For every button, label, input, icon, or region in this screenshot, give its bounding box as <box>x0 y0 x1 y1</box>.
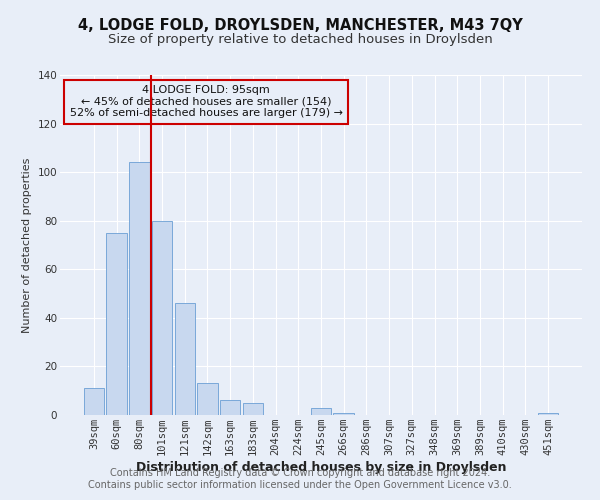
Bar <box>220 400 241 415</box>
Bar <box>175 304 195 415</box>
Bar <box>106 233 127 415</box>
Text: Contains HM Land Registry data © Crown copyright and database right 2024.
Contai: Contains HM Land Registry data © Crown c… <box>88 468 512 490</box>
Bar <box>538 412 558 415</box>
Bar <box>334 412 354 415</box>
Text: 4 LODGE FOLD: 95sqm
← 45% of detached houses are smaller (154)
52% of semi-detac: 4 LODGE FOLD: 95sqm ← 45% of detached ho… <box>70 85 343 118</box>
Bar <box>311 408 331 415</box>
Y-axis label: Number of detached properties: Number of detached properties <box>22 158 32 332</box>
Text: Size of property relative to detached houses in Droylsden: Size of property relative to detached ho… <box>107 32 493 46</box>
Bar <box>84 388 104 415</box>
Bar <box>242 403 263 415</box>
Bar <box>152 220 172 415</box>
Text: 4, LODGE FOLD, DROYLSDEN, MANCHESTER, M43 7QY: 4, LODGE FOLD, DROYLSDEN, MANCHESTER, M4… <box>77 18 523 32</box>
Bar <box>129 162 149 415</box>
X-axis label: Distribution of detached houses by size in Droylsden: Distribution of detached houses by size … <box>136 461 506 474</box>
Bar <box>197 384 218 415</box>
